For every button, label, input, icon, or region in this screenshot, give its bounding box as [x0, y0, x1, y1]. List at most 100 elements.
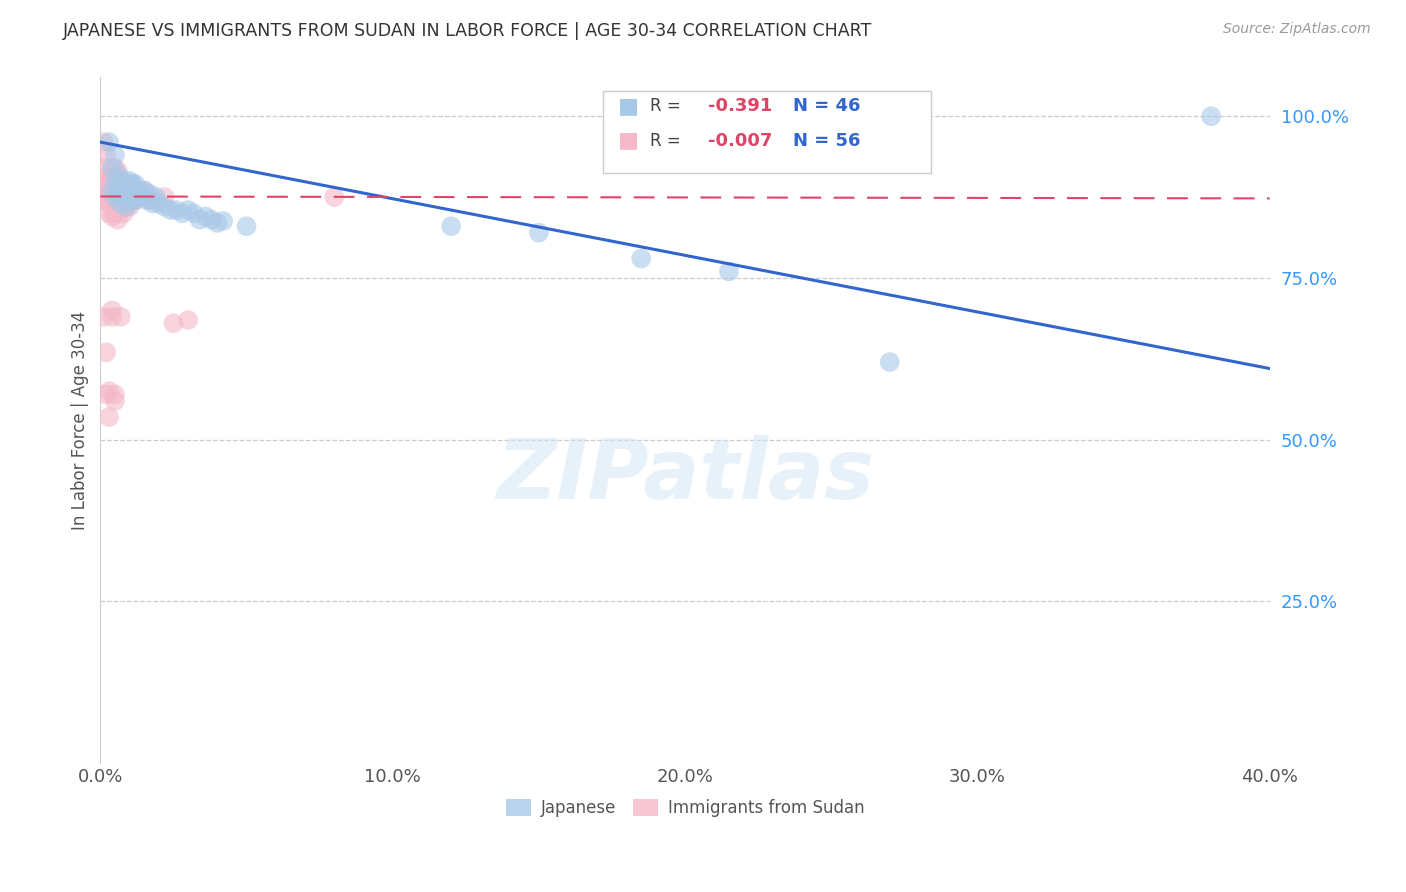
Point	[207, 216, 229, 230]
Point	[101, 184, 124, 198]
Point	[129, 190, 152, 204]
Point	[107, 186, 129, 201]
Point	[212, 214, 235, 228]
Point	[440, 219, 463, 234]
Point	[104, 148, 127, 162]
Point	[124, 194, 146, 208]
Point	[136, 194, 159, 208]
Text: ■: ■	[619, 130, 640, 151]
Point	[96, 190, 118, 204]
Point	[98, 206, 121, 220]
Point	[104, 393, 127, 408]
Point	[98, 168, 121, 182]
Point	[118, 174, 141, 188]
Text: R =: R =	[650, 131, 686, 150]
Point	[101, 303, 124, 318]
Point	[101, 190, 124, 204]
Point	[110, 202, 132, 217]
Point	[121, 177, 143, 191]
Point	[110, 310, 132, 324]
Point	[121, 177, 143, 191]
Point	[112, 190, 135, 204]
Point	[104, 190, 127, 204]
Point	[717, 264, 740, 278]
Point	[1199, 109, 1222, 123]
Point	[194, 210, 217, 224]
Point	[124, 194, 146, 208]
Point	[115, 180, 138, 194]
Point	[139, 194, 162, 208]
Point	[98, 135, 121, 149]
Point	[98, 384, 121, 399]
Point	[101, 174, 124, 188]
Point	[101, 310, 124, 324]
Point	[134, 184, 156, 198]
Text: R =: R =	[650, 97, 686, 115]
Point	[134, 184, 156, 198]
Point	[98, 186, 121, 201]
Point	[98, 177, 121, 191]
Text: N = 46: N = 46	[793, 97, 860, 115]
Point	[107, 168, 129, 182]
Point	[323, 190, 346, 204]
Point	[91, 161, 114, 175]
Point	[104, 206, 127, 220]
Point	[127, 190, 149, 204]
Point	[112, 190, 135, 204]
Point	[153, 190, 176, 204]
Point	[107, 212, 129, 227]
Text: ■: ■	[619, 96, 640, 116]
Point	[112, 206, 135, 220]
Point	[110, 177, 132, 191]
Point	[118, 186, 141, 201]
Point	[165, 202, 187, 217]
Point	[98, 410, 121, 425]
Point	[107, 164, 129, 178]
Point	[145, 194, 167, 208]
Point	[101, 168, 124, 182]
Point	[110, 196, 132, 211]
Point	[200, 212, 222, 227]
Point	[104, 174, 127, 188]
Point	[879, 355, 901, 369]
Point	[177, 313, 200, 327]
Point	[101, 161, 124, 175]
Point	[96, 148, 118, 162]
Text: -0.391: -0.391	[709, 97, 773, 115]
Point	[145, 190, 167, 204]
Point	[124, 177, 146, 191]
Point	[153, 200, 176, 214]
Point	[110, 174, 132, 188]
Point	[139, 186, 162, 201]
Point	[104, 180, 127, 194]
Text: JAPANESE VS IMMIGRANTS FROM SUDAN IN LABOR FORCE | AGE 30-34 CORRELATION CHART: JAPANESE VS IMMIGRANTS FROM SUDAN IN LAB…	[63, 22, 873, 40]
Text: ZIPatlas: ZIPatlas	[496, 434, 875, 516]
Point	[183, 206, 205, 220]
Point	[107, 170, 129, 185]
Point	[98, 196, 121, 211]
Point	[91, 135, 114, 149]
Point	[115, 180, 138, 194]
Point	[107, 196, 129, 211]
Point	[118, 200, 141, 214]
Point	[177, 202, 200, 217]
Text: N = 56: N = 56	[793, 131, 860, 150]
Text: -0.007: -0.007	[709, 131, 773, 150]
Point	[104, 190, 127, 204]
Point	[630, 252, 652, 266]
Point	[172, 206, 194, 220]
Legend: Japanese, Immigrants from Sudan: Japanese, Immigrants from Sudan	[499, 792, 872, 823]
Point	[91, 184, 114, 198]
Point	[107, 180, 129, 194]
Point	[96, 194, 118, 208]
Point	[127, 184, 149, 198]
Point	[121, 194, 143, 208]
Point	[104, 174, 127, 188]
Point	[96, 387, 118, 401]
Point	[162, 316, 184, 330]
Point	[235, 219, 257, 234]
Point	[118, 190, 141, 204]
Point	[91, 310, 114, 324]
Point	[104, 161, 127, 175]
Point	[159, 202, 181, 217]
